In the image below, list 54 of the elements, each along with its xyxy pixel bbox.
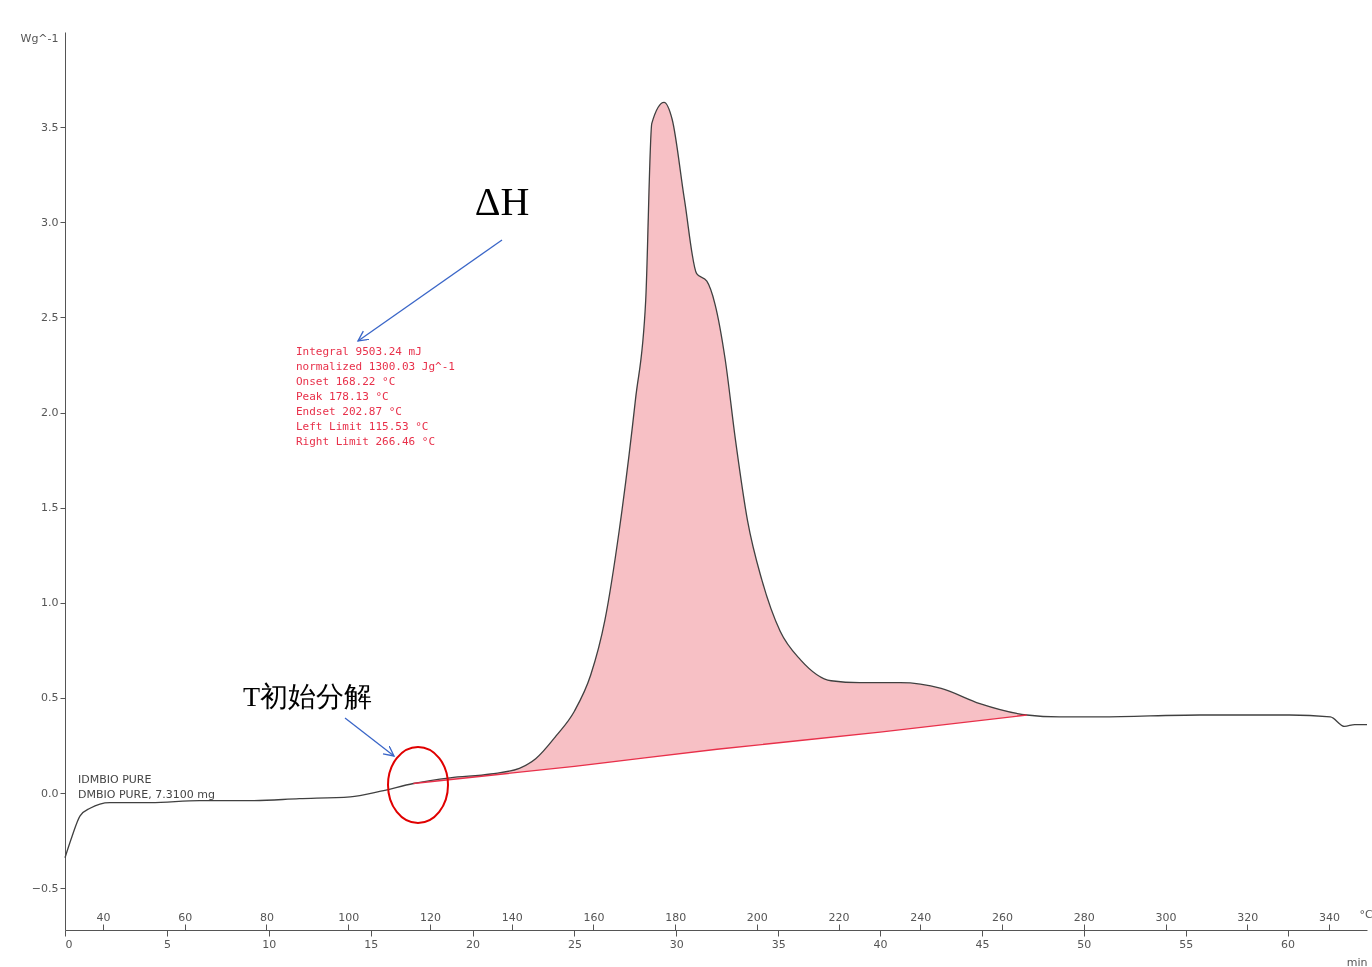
x2-tick-label: 200	[746, 910, 768, 924]
x-tick-label: 15	[364, 937, 379, 951]
y-tick-label: 1.0	[41, 596, 59, 610]
x-tick-label: 5	[163, 937, 171, 951]
x2-axis-title: °C	[1359, 907, 1372, 921]
annotation: DMBIO PURE, 7.3100 mg	[78, 788, 215, 801]
x2-tick-label: 220	[828, 910, 850, 924]
annotation: Right Limit 266.46 °C	[296, 435, 436, 448]
x-tick-label: 50	[1077, 937, 1092, 951]
x2-tick-label: 120	[419, 910, 441, 924]
x2-tick-label: 340	[1318, 910, 1340, 924]
y-tick-label: 3.5	[41, 120, 59, 134]
x-tick-label: 35	[771, 937, 786, 951]
x2-tick-label: 140	[501, 910, 523, 924]
x-tick-label: 25	[567, 937, 582, 951]
x-tick-label: 60	[1281, 937, 1296, 951]
y-tick-label: 0.0	[41, 786, 59, 800]
x2-tick-label: 160	[583, 910, 605, 924]
annotation: Peak 178.13 °C	[296, 390, 389, 403]
annotation: ΔH	[474, 179, 530, 224]
annotation: Left Limit 115.53 °C	[296, 420, 429, 433]
annotation: Endset 202.87 °C	[296, 405, 402, 418]
y-tick-label: 1.5	[41, 501, 59, 515]
x2-tick-label: 320	[1237, 910, 1259, 924]
y-tick-label: 3.0	[41, 215, 59, 229]
x2-tick-label: 180	[665, 910, 687, 924]
x-tick-label: 40	[873, 937, 888, 951]
x2-tick-label: 260	[992, 910, 1014, 924]
x2-tick-label: 280	[1073, 910, 1095, 924]
x2-tick-label: 300	[1155, 910, 1177, 924]
y-tick-label: 0.5	[41, 691, 59, 705]
x-tick-label: 10	[262, 937, 277, 951]
x2-tick-label: 80	[259, 910, 274, 924]
x-tick-label: 30	[669, 937, 684, 951]
annotation: normalized 1300.03 Jg^-1	[296, 360, 455, 373]
annotation: Onset 168.22 °C	[296, 375, 396, 388]
line-series	[64, 101, 1368, 859]
annotation: T初始分解	[243, 681, 373, 712]
x-tick-label: 45	[975, 937, 990, 951]
x2-tick-label: 100	[338, 910, 360, 924]
annotation: Integral 9503.24 mJ	[296, 345, 422, 358]
x-tick-label: 0	[65, 937, 73, 951]
x-axis-title: min	[1346, 955, 1368, 967]
y-tick-label: −0.5	[31, 881, 59, 895]
annotation: IDMBIO PURE	[78, 773, 152, 786]
x2-tick-label: 240	[910, 910, 932, 924]
x2-tick-label: 40	[96, 910, 111, 924]
x-tick-label: 20	[466, 937, 481, 951]
x2-tick-label: 60	[178, 910, 193, 924]
y-axis-title: Wg^-1	[20, 31, 59, 45]
y-tick-label: 2.0	[41, 406, 59, 420]
x-tick-label: 55	[1179, 937, 1194, 951]
line-series	[412, 714, 1028, 785]
y-tick-label: 2.5	[41, 310, 59, 324]
